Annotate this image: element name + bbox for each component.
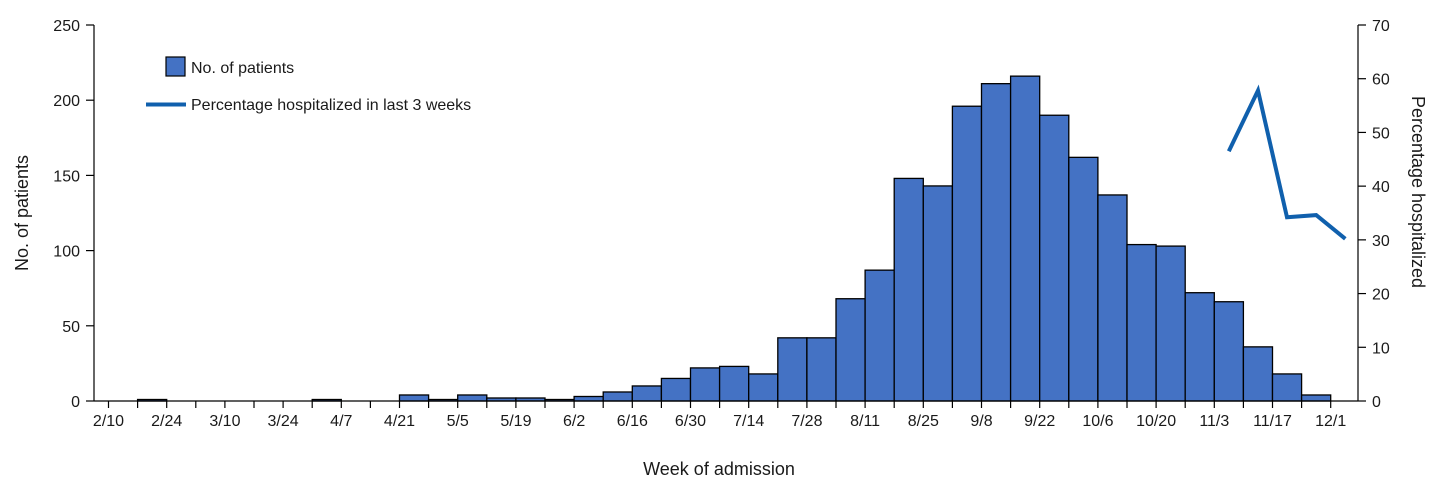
bar xyxy=(922,185,954,402)
bar xyxy=(1097,194,1128,402)
bar xyxy=(1300,394,1332,402)
x-tick-label: 2/24 xyxy=(151,413,182,430)
bar xyxy=(1009,75,1041,402)
x-axis-title: Week of admission xyxy=(643,459,795,479)
bar xyxy=(573,395,604,402)
x-tick-label: 9/8 xyxy=(970,413,992,430)
x-tick-label: 10/20 xyxy=(1136,413,1176,430)
x-tick-label: 3/24 xyxy=(268,413,299,430)
bar xyxy=(980,83,1012,402)
y2-tick-label: 10 xyxy=(1372,340,1390,357)
bar xyxy=(864,269,895,402)
x-tick-label: 8/11 xyxy=(850,413,880,430)
x-tick-label: 4/21 xyxy=(384,413,415,430)
x-tick-label: 10/6 xyxy=(1082,413,1113,430)
bar xyxy=(777,337,808,402)
bar xyxy=(1126,243,1157,402)
y-tick-label: 0 xyxy=(71,394,80,411)
x-tick-label: 11/17 xyxy=(1253,413,1292,430)
y2-tick-label: 50 xyxy=(1372,125,1390,142)
bar xyxy=(602,391,633,402)
x-tick-label: 3/10 xyxy=(209,413,240,430)
bar xyxy=(1155,245,1186,402)
x-tick-label: 8/25 xyxy=(908,413,939,430)
bar xyxy=(748,373,779,402)
bar xyxy=(631,385,663,402)
x-tick-label: 7/28 xyxy=(791,413,822,430)
x-tick-label: 5/19 xyxy=(500,413,531,430)
bar xyxy=(951,105,983,402)
bar xyxy=(1213,301,1245,402)
bar xyxy=(1242,346,1274,402)
x-tick-label: 12/1 xyxy=(1315,413,1346,430)
bar xyxy=(1184,292,1215,402)
legend: No. of patients Percentage hospitalized … xyxy=(146,56,471,114)
legend-bar-label: No. of patients xyxy=(191,60,294,77)
y-tick-label: 200 xyxy=(53,93,80,110)
y2-tick-label: 70 xyxy=(1372,18,1390,35)
series-line xyxy=(1226,84,1347,241)
y2-tick-label: 30 xyxy=(1372,233,1390,250)
y2-tick-label: 40 xyxy=(1372,179,1390,196)
bar xyxy=(1271,373,1303,402)
y-axis-title: No. of patients xyxy=(12,155,32,271)
x-tick-label: 5/5 xyxy=(447,413,469,430)
bar xyxy=(660,377,692,402)
y2-tick-label: 20 xyxy=(1372,287,1390,304)
y2-tick-label: 0 xyxy=(1372,394,1381,411)
bar xyxy=(835,298,866,402)
x-tick-label: 6/2 xyxy=(563,413,585,430)
bar xyxy=(806,337,837,402)
bar xyxy=(1039,114,1070,402)
bar xyxy=(398,394,430,402)
bars xyxy=(136,75,1332,402)
y-tick-label: 150 xyxy=(53,168,80,185)
bar xyxy=(893,177,924,402)
bar xyxy=(457,394,488,402)
bar xyxy=(1068,156,1099,402)
legend-bar-swatch xyxy=(165,56,186,77)
x-tick-label: 6/30 xyxy=(675,413,706,430)
y2-axis-title: Percentage hospitalized xyxy=(1408,96,1428,288)
y-tick-label: 100 xyxy=(53,244,80,261)
bar xyxy=(689,367,721,402)
x-tick-label: 11/3 xyxy=(1199,413,1229,430)
x-tick-label: 7/14 xyxy=(733,413,764,430)
y2-tick-label: 60 xyxy=(1372,72,1390,89)
bar xyxy=(718,365,750,402)
x-tick-label: 2/10 xyxy=(93,413,124,430)
axes: 0 50 100 150 200 250 0 10 20 30 40 50 60 70 2/10 2/24 3/… xyxy=(53,18,1390,430)
x-tick-label: 9/22 xyxy=(1024,413,1055,430)
x-tick-label: 4/7 xyxy=(330,413,352,430)
x-tick-label: 6/16 xyxy=(617,413,648,430)
legend-line-label: Percentage hospitalized in last 3 weeks xyxy=(191,97,471,114)
y-tick-label: 250 xyxy=(53,18,80,35)
y-tick-label: 50 xyxy=(62,319,80,336)
line-layer xyxy=(1226,84,1347,241)
